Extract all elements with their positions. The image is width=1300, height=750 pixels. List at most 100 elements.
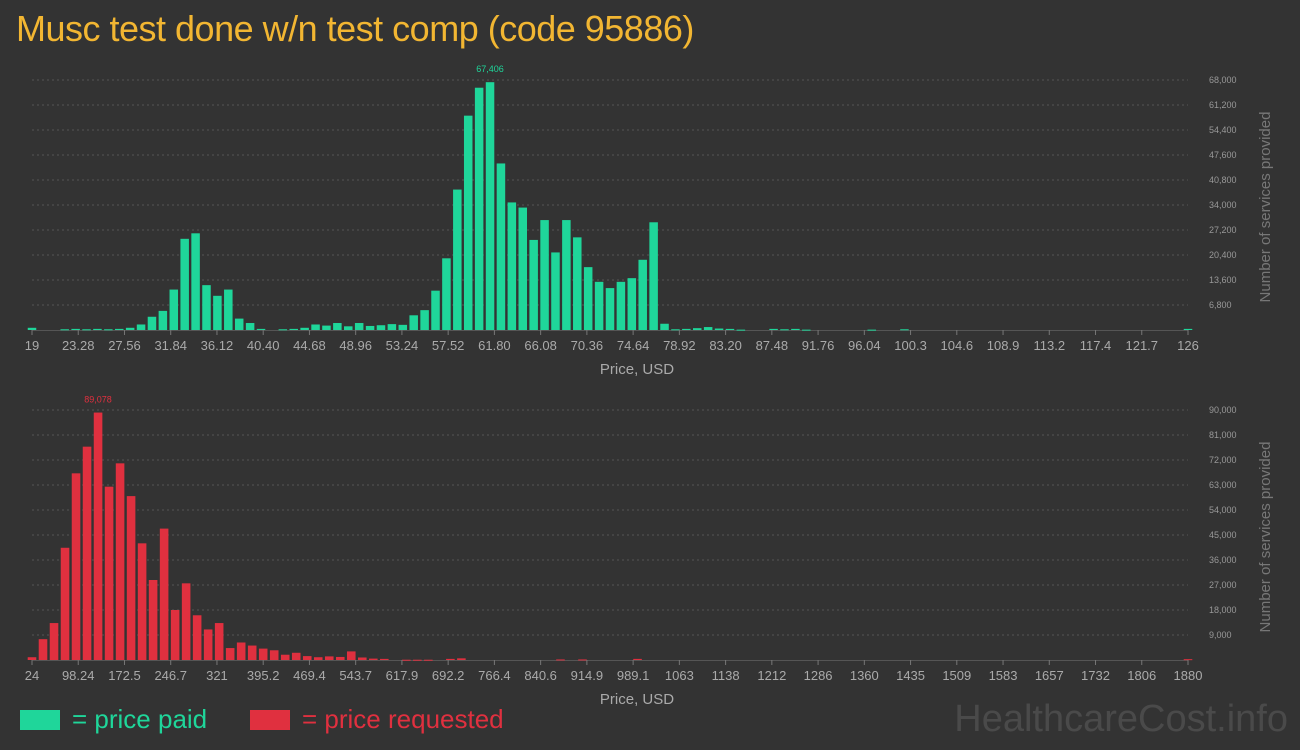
legend-requested-label: = price requested bbox=[302, 704, 504, 734]
histogram-bar bbox=[463, 115, 473, 330]
histogram-bar bbox=[38, 639, 48, 660]
histogram-bar bbox=[93, 412, 103, 660]
histogram-bar bbox=[420, 310, 429, 330]
y-tick-label: 81,000 bbox=[1209, 430, 1237, 440]
histogram-bar bbox=[518, 207, 528, 330]
histogram-bar bbox=[413, 659, 422, 661]
histogram-bar bbox=[780, 329, 789, 331]
x-tick-label: 121.7 bbox=[1125, 338, 1158, 353]
y-tick-label: 36,000 bbox=[1209, 555, 1237, 565]
histogram-bar bbox=[114, 328, 124, 330]
histogram-bar bbox=[300, 327, 309, 330]
histogram-bar bbox=[369, 658, 378, 660]
x-tick-label: 321 bbox=[206, 668, 228, 683]
legend-paid-swatch bbox=[20, 709, 60, 730]
histogram-bar bbox=[247, 645, 257, 660]
histogram-bar bbox=[578, 659, 587, 661]
histogram-bar bbox=[692, 328, 702, 330]
y-tick-label: 61,200 bbox=[1209, 100, 1237, 110]
x-tick-label: 1138 bbox=[712, 668, 740, 683]
histogram-bar bbox=[49, 623, 59, 660]
x-tick-label: 617.9 bbox=[386, 668, 419, 683]
histogram-bar bbox=[27, 657, 37, 660]
histogram-bar bbox=[180, 238, 189, 330]
histogram-bar bbox=[900, 329, 909, 331]
y-tick-label: 47,600 bbox=[1209, 150, 1237, 160]
histogram-bar bbox=[71, 473, 81, 660]
requested-price-histogram: 90,000 81,000 72,000 63,000 54,000 45,000 36,0… bbox=[25, 395, 1274, 708]
x-tick-label: 989.1 bbox=[617, 668, 650, 683]
histogram-bar bbox=[769, 328, 778, 330]
y-tick-label: 54,400 bbox=[1209, 125, 1237, 135]
x-tick-label: 27.56 bbox=[108, 338, 141, 353]
x-tick-label: 766.4 bbox=[478, 668, 511, 683]
histogram-bar bbox=[354, 323, 364, 330]
histogram-bar bbox=[335, 656, 345, 660]
histogram-bar bbox=[245, 323, 255, 330]
histogram-bar bbox=[660, 323, 669, 330]
histogram-bar bbox=[236, 642, 246, 660]
histogram-bar bbox=[605, 288, 615, 330]
histogram-bar bbox=[638, 259, 647, 330]
x-tick-label: 98.24 bbox=[62, 668, 95, 683]
x-tick-label: 23.28 bbox=[62, 338, 95, 353]
histogram-bar bbox=[104, 329, 113, 331]
histogram-bar bbox=[202, 285, 211, 330]
histogram-bar bbox=[93, 328, 102, 330]
histogram-bar bbox=[214, 623, 224, 660]
y-axis-label: Number of services provided bbox=[1257, 442, 1274, 633]
x-tick-label: 96.04 bbox=[848, 338, 881, 353]
x-tick-label: 692.2 bbox=[432, 668, 465, 683]
histogram-bar bbox=[278, 329, 288, 331]
x-tick-label: 117.4 bbox=[1080, 338, 1112, 353]
histogram-bar bbox=[125, 327, 135, 330]
histogram-bar bbox=[1183, 328, 1193, 330]
x-tick-label: 172.5 bbox=[108, 668, 141, 683]
histogram-bar bbox=[714, 328, 724, 330]
x-tick-label: 543.7 bbox=[339, 668, 372, 683]
histogram-bar bbox=[402, 659, 411, 661]
x-tick-label: 66.08 bbox=[524, 338, 557, 353]
x-tick-label: 914.9 bbox=[571, 668, 604, 683]
histogram-bar bbox=[682, 328, 691, 330]
histogram-bar bbox=[27, 327, 37, 330]
histogram-bar bbox=[431, 290, 440, 330]
histogram-bar bbox=[540, 220, 549, 330]
histogram-bar bbox=[387, 324, 397, 330]
histogram-bar bbox=[398, 324, 408, 330]
histogram-bar bbox=[507, 202, 517, 330]
y-tick-label: 34,000 bbox=[1209, 200, 1237, 210]
histogram-bar bbox=[474, 87, 484, 331]
histogram-bar bbox=[191, 233, 200, 330]
histogram-bar bbox=[170, 610, 180, 660]
histogram-bar bbox=[280, 654, 290, 660]
y-tick-label: 27,200 bbox=[1209, 225, 1237, 235]
histogram-bar bbox=[357, 657, 367, 660]
legend-paid-label: = price paid bbox=[72, 704, 208, 734]
x-tick-label: 1657 bbox=[1035, 668, 1064, 683]
y-tick-label: 45,000 bbox=[1209, 530, 1237, 540]
peak-value-label: 67,406 bbox=[476, 64, 504, 74]
x-tick-label: 395.2 bbox=[247, 668, 280, 683]
histogram-bar bbox=[159, 528, 169, 660]
x-tick-label: 1286 bbox=[804, 668, 833, 683]
x-tick-label: 1732 bbox=[1081, 668, 1110, 683]
x-tick-label: 53.24 bbox=[386, 338, 419, 353]
histogram-bar bbox=[302, 656, 312, 660]
x-tick-label: 100.3 bbox=[894, 338, 927, 353]
x-tick-label: 1063 bbox=[665, 668, 694, 683]
x-axis-label: Price, USD bbox=[600, 691, 674, 708]
y-tick-label: 9,000 bbox=[1209, 630, 1232, 640]
histogram-bar bbox=[104, 486, 114, 660]
y-tick-label: 90,000 bbox=[1209, 405, 1237, 415]
x-tick-label: 1806 bbox=[1127, 668, 1156, 683]
histogram-bar bbox=[313, 657, 323, 660]
histogram-bar bbox=[409, 315, 418, 330]
x-tick-label: 87.48 bbox=[756, 338, 789, 353]
histogram-bar bbox=[736, 329, 746, 331]
histogram-bar bbox=[616, 281, 626, 330]
x-tick-label: 70.36 bbox=[571, 338, 604, 353]
x-tick-label: 246.7 bbox=[154, 668, 187, 683]
histogram-bar bbox=[234, 318, 244, 330]
x-tick-label: 469.4 bbox=[293, 668, 326, 683]
